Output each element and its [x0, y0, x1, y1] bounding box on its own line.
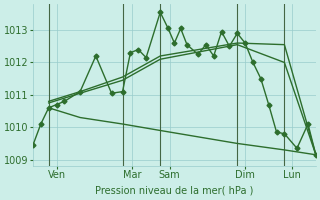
X-axis label: Pression niveau de la mer( hPa ): Pression niveau de la mer( hPa ) [95, 186, 253, 196]
